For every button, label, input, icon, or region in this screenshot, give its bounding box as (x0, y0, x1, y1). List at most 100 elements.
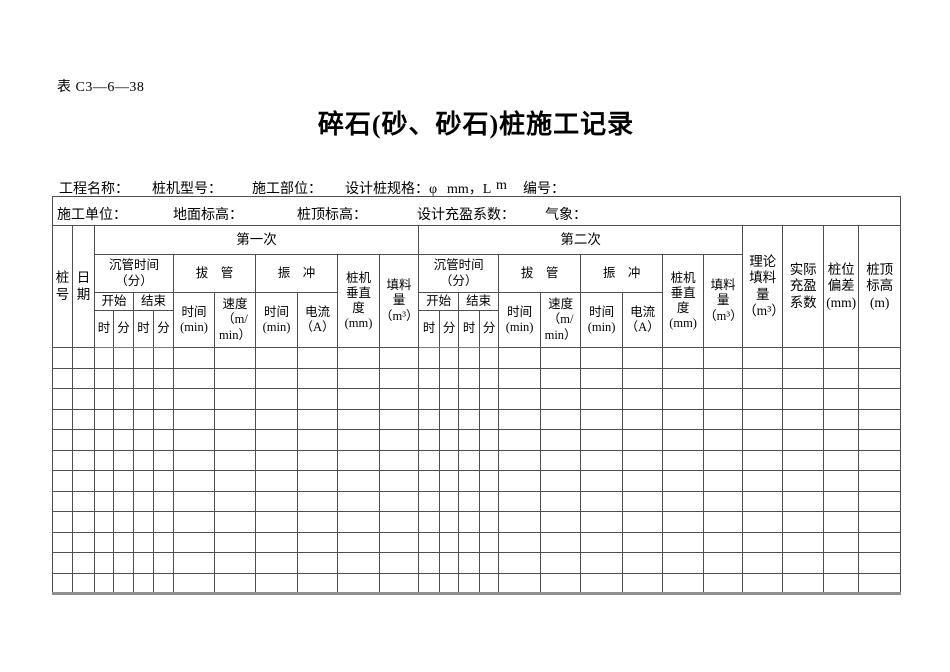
empty-cell (823, 531, 860, 553)
empty-cell (113, 388, 134, 410)
empty-cell (214, 572, 256, 594)
empty-cell (703, 511, 744, 533)
design-spec-label: 设计桩规格：φ (345, 182, 438, 197)
empty-cell (133, 552, 154, 574)
empty-cell (133, 572, 154, 594)
empty-cell (52, 572, 73, 594)
empty-cell (622, 347, 664, 369)
empty-cell (703, 408, 744, 430)
empty-cell (458, 449, 481, 471)
empty-cell (540, 429, 582, 451)
empty-cell (153, 449, 174, 471)
empty-cell (133, 449, 154, 471)
empty-cell (337, 367, 380, 389)
empty-cell (458, 470, 481, 492)
empty-cell (782, 388, 825, 410)
empty-cell (297, 388, 338, 410)
empty-cell (153, 429, 174, 451)
empty-cell (580, 408, 624, 430)
pile-top-elevation-label: 桩顶标高： (297, 208, 367, 223)
empty-cell (378, 388, 420, 410)
header-pull-pipe-p1: 拔 管 (173, 254, 256, 293)
header-start-minute-p1: 分 (113, 310, 134, 348)
empty-cell (498, 470, 542, 492)
empty-cell (458, 572, 481, 594)
empty-cell (378, 367, 420, 389)
empty-cell (580, 552, 624, 574)
header-end-p1: 结束 (133, 292, 174, 311)
header-top-elevation: 桩顶 标高 (m) (858, 225, 902, 348)
empty-cell (153, 490, 174, 512)
empty-cell (52, 531, 73, 553)
empty-cell (662, 531, 705, 553)
table-row (52, 531, 902, 553)
header-actual-coefficient: 实际 充盈 系数 (782, 225, 825, 348)
empty-cell (479, 511, 500, 533)
empty-cell (255, 552, 298, 574)
table-row (52, 552, 902, 574)
empty-cell (94, 408, 114, 430)
empty-cell (858, 531, 902, 553)
header-theoretical-fill: 理论 填料 量 （m³） (742, 225, 785, 348)
empty-cell (703, 367, 744, 389)
empty-cell (153, 367, 174, 389)
empty-cell (297, 572, 338, 594)
empty-cell (858, 429, 902, 451)
empty-cell (52, 490, 73, 512)
empty-cell (337, 408, 380, 430)
header-verticality-p2: 桩机 垂直 度 (mm) (662, 254, 705, 348)
empty-cell (742, 531, 784, 553)
empty-cell (479, 347, 500, 369)
empty-cell (858, 449, 902, 471)
empty-cell (113, 552, 134, 574)
empty-cell (255, 511, 298, 533)
empty-cell (479, 572, 500, 594)
empty-cell (782, 408, 825, 430)
empty-cell (255, 429, 298, 451)
empty-cell (703, 470, 744, 492)
header-end-hour-p2: 时 (458, 310, 481, 348)
empty-cell (782, 470, 825, 492)
empty-cell (297, 490, 338, 512)
record-table: 桩 号 日 期 第一次 第二次 理论 填料 量 （m³） 实际 充盈 系数 桩位… (52, 225, 902, 595)
empty-cell (337, 490, 380, 512)
empty-cell (439, 449, 460, 471)
empty-cell (498, 449, 542, 471)
design-fill-coefficient-label: 设计充盈系数： (417, 208, 515, 223)
empty-cell (439, 511, 460, 533)
empty-cell (622, 449, 664, 471)
empty-cell (418, 531, 441, 553)
empty-cell (662, 388, 705, 410)
empty-cell (337, 388, 380, 410)
empty-cell (439, 367, 460, 389)
header-pass-1: 第一次 (93, 225, 420, 255)
empty-cell (540, 572, 582, 594)
empty-cell (498, 511, 542, 533)
empty-cell (458, 429, 481, 451)
empty-cell (297, 367, 338, 389)
empty-cell (72, 552, 95, 574)
empty-cell (173, 531, 215, 553)
empty-cell (378, 531, 420, 553)
header-pile-no: 桩 号 (52, 225, 73, 348)
empty-cell (418, 449, 441, 471)
header-position-deviation: 桩位 偏差 (mm) (823, 225, 860, 348)
empty-cell (823, 388, 860, 410)
weather-label: 气象： (545, 208, 587, 223)
empty-cell (540, 552, 582, 574)
header-fill-amount-p1: 填料 量 （m³） (378, 254, 420, 348)
empty-cell (418, 367, 441, 389)
empty-cell (622, 490, 664, 512)
empty-cell (113, 470, 134, 492)
empty-cell (297, 347, 338, 369)
empty-cell (113, 347, 134, 369)
empty-cell (823, 572, 860, 594)
header-sink-time-p1: 沉管时间 （分） (94, 254, 174, 293)
empty-cell (52, 347, 73, 369)
empty-cell (378, 347, 420, 369)
header-sink-time-p2: 沉管时间 （分） (418, 254, 500, 293)
empty-cell (479, 408, 500, 430)
header-start-minute-p2: 分 (439, 310, 460, 348)
empty-cell (337, 531, 380, 553)
empty-cell (479, 552, 500, 574)
